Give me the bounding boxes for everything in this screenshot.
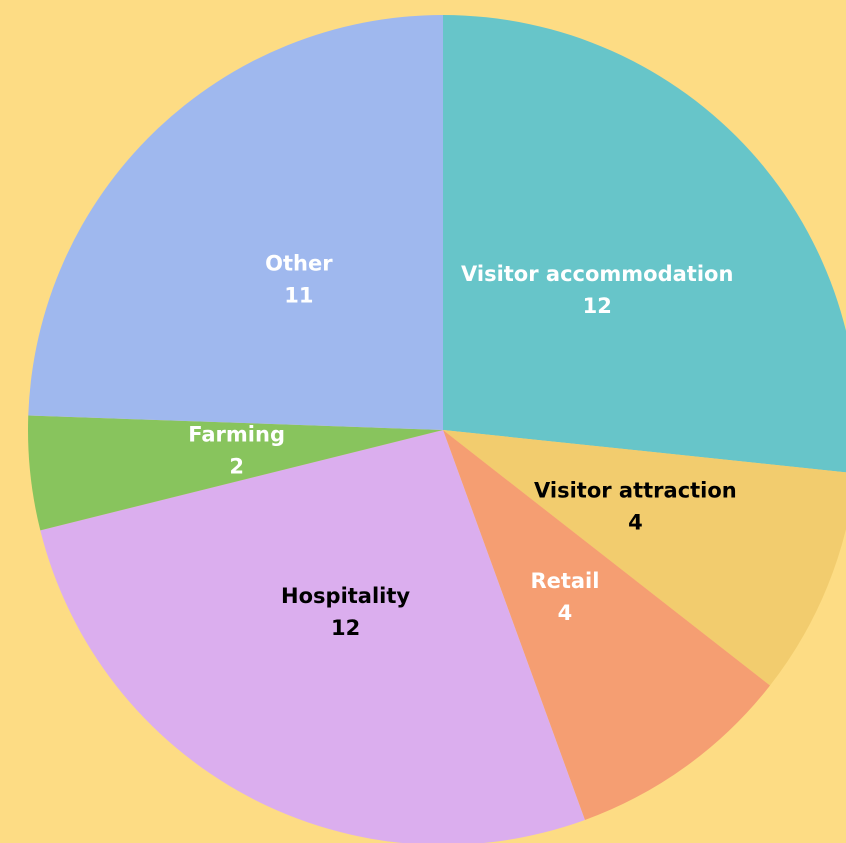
slice-value: 12 — [331, 616, 360, 640]
slice-label: Visitor attraction — [534, 479, 737, 503]
pie-slice — [443, 430, 771, 820]
slice-value: 4 — [558, 601, 573, 625]
pie-slice — [443, 430, 846, 686]
pie-slice — [40, 430, 585, 843]
pie-slice — [28, 15, 443, 430]
slice-label: Other — [265, 252, 333, 276]
slice-label: Farming — [188, 423, 285, 447]
slice-value: 11 — [284, 284, 313, 308]
slice-value: 12 — [583, 294, 612, 318]
slice-label: Visitor accommodation — [461, 262, 733, 286]
pie-slice — [443, 15, 846, 473]
pie-slice — [28, 415, 444, 531]
slice-value: 4 — [628, 511, 643, 535]
slice-label: Hospitality — [281, 584, 410, 608]
slice-label: Retail — [530, 569, 599, 593]
slice-value: 2 — [229, 455, 244, 479]
